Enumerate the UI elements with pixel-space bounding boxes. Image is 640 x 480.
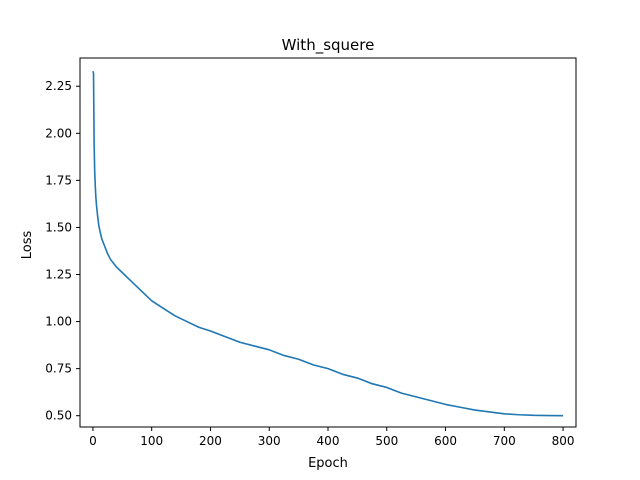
y-tick-label: 0.75 — [45, 362, 72, 376]
series-line-0 — [92, 70, 564, 417]
y-tick-label: 0.50 — [45, 409, 72, 423]
x-tick-label: 500 — [375, 434, 398, 448]
y-tick-label: 1.50 — [45, 220, 72, 234]
x-axis-label: Epoch — [308, 456, 348, 471]
x-tick-label: 100 — [140, 434, 163, 448]
y-tick-label: 2.25 — [45, 79, 72, 93]
x-tick-label: 200 — [199, 434, 222, 448]
x-axis: 0 100 200 300 400 500 600 700 800 — [89, 427, 575, 448]
x-tick-label: 0 — [89, 434, 97, 448]
x-tick-label: 800 — [552, 434, 575, 448]
x-tick-label: 300 — [258, 434, 281, 448]
y-tick-label: 1.25 — [45, 268, 72, 282]
chart-title: With_squere — [282, 36, 375, 55]
x-tick-label: 400 — [317, 434, 340, 448]
x-tick-label: 700 — [493, 434, 516, 448]
y-tick-label: 2.00 — [45, 126, 72, 140]
y-axis: 0.50 0.75 1.00 1.25 1.50 1.75 2.00 2.25 — [45, 79, 80, 423]
y-axis-label: Loss — [20, 231, 35, 260]
x-tick-label: 600 — [434, 434, 457, 448]
y-tick-label: 1.00 — [45, 315, 72, 329]
y-tick-label: 1.75 — [45, 173, 72, 187]
plot-area — [79, 57, 577, 428]
plot-frame — [79, 57, 577, 428]
